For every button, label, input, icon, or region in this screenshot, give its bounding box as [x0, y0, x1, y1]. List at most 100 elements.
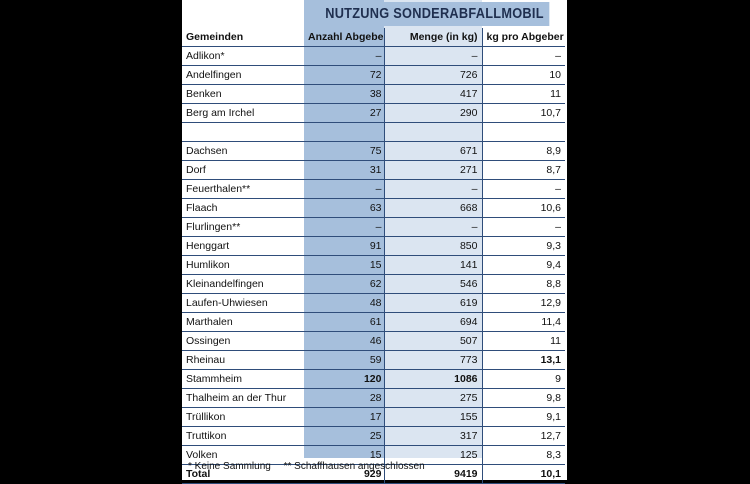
- row-per: 10,6: [481, 198, 565, 218]
- row-name: Dorf: [182, 160, 304, 180]
- table-row: Berg am Irchel 27 290 10,7: [182, 103, 565, 123]
- header-row: Gemeinden Anzahl Abgeber Menge (in kg) k…: [182, 28, 565, 47]
- row-per: 9,1: [481, 407, 565, 427]
- row-count: 15: [304, 255, 384, 275]
- row-per: 11: [481, 331, 565, 351]
- row-count: 15: [304, 445, 384, 465]
- table-row: Laufen-Uhwiesen 48 619 12,9: [182, 293, 565, 313]
- row-count: 48: [304, 293, 384, 313]
- row-kg: 275: [383, 388, 482, 408]
- row-per: 8,7: [481, 160, 565, 180]
- row-kg: 668: [383, 198, 482, 218]
- row-count: 61: [304, 312, 384, 332]
- table-row: Benken 38 417 11: [182, 84, 565, 104]
- row-count: 31: [304, 160, 384, 180]
- row-name: Benken: [182, 84, 304, 104]
- row-name: Humlikon: [182, 255, 304, 275]
- row-per: 9,3: [481, 236, 565, 256]
- row-per: 8,8: [481, 274, 565, 294]
- table-row: Flurlingen** – – –: [182, 217, 565, 237]
- table-row: Stammheim 120 1086 9: [182, 369, 565, 389]
- row-per: 9,8: [481, 388, 565, 408]
- row-kg: 1086: [383, 369, 482, 389]
- row-per: 8,9: [481, 141, 565, 161]
- table-row: Humlikon 15 141 9,4: [182, 255, 565, 275]
- row-per: 11,4: [481, 312, 565, 332]
- row-count: –: [304, 46, 384, 66]
- row-kg: 417: [383, 84, 482, 104]
- row-count: 120: [304, 369, 384, 389]
- header-anzahl: Anzahl Abgeber: [304, 28, 384, 47]
- row-kg: [383, 122, 482, 142]
- row-kg: –: [383, 217, 482, 237]
- row-name: Berg am Irchel: [182, 103, 304, 123]
- row-name: [182, 122, 304, 142]
- row-name: Marthalen: [182, 312, 304, 332]
- table-sheet: NUTZUNG SONDERABFALLMOBIL Gemeinden Anza…: [182, 0, 567, 484]
- row-kg: 694: [383, 312, 482, 332]
- table-row: Dachsen 75 671 8,9: [182, 141, 565, 161]
- row-kg: 317: [383, 426, 482, 446]
- row-per: 12,7: [481, 426, 565, 446]
- row-kg: 507: [383, 331, 482, 351]
- total-per: 10,1: [481, 464, 565, 484]
- row-name: Thalheim an der Thur: [182, 388, 304, 408]
- table-row: Trüllikon 17 155 9,1: [182, 407, 565, 427]
- row-per: 13,1: [481, 350, 565, 370]
- row-per: 10,7: [481, 103, 565, 123]
- row-name: Laufen-Uhwiesen: [182, 293, 304, 313]
- table-row: Henggart 91 850 9,3: [182, 236, 565, 256]
- row-per: [481, 122, 565, 142]
- row-count: 46: [304, 331, 384, 351]
- row-per: –: [481, 179, 565, 199]
- row-count: –: [304, 179, 384, 199]
- row-kg: 125: [383, 445, 482, 465]
- header-menge: Menge (in kg): [383, 28, 482, 47]
- row-kg: 726: [383, 65, 482, 85]
- row-kg: 546: [383, 274, 482, 294]
- footnotes: * Keine Sammlung ** Schaffhausen angesch…: [188, 461, 435, 472]
- row-count: –: [304, 217, 384, 237]
- row-name: Adlikon*: [182, 46, 304, 66]
- row-count: [304, 122, 384, 142]
- row-name: Kleinandelfingen: [182, 274, 304, 294]
- row-kg: –: [383, 179, 482, 199]
- total-row: Total 929 9419 10,1: [182, 464, 565, 484]
- row-count: 38: [304, 84, 384, 104]
- row-name: Feuerthalen**: [182, 179, 304, 199]
- table-row: Dorf 31 271 8,7: [182, 160, 565, 180]
- row-name: Flaach: [182, 198, 304, 218]
- table-row: Andelfingen 72 726 10: [182, 65, 565, 85]
- row-kg: 155: [383, 407, 482, 427]
- row-kg: 671: [383, 141, 482, 161]
- row-kg: –: [383, 46, 482, 66]
- row-name: Stammheim: [182, 369, 304, 389]
- row-kg: 141: [383, 255, 482, 275]
- table-row: Truttikon 25 317 12,7: [182, 426, 565, 446]
- row-name: Ossingen: [182, 331, 304, 351]
- row-per: 11: [481, 84, 565, 104]
- row-kg: 271: [383, 160, 482, 180]
- row-count: 63: [304, 198, 384, 218]
- row-name: Trüllikon: [182, 407, 304, 427]
- row-kg: 850: [383, 236, 482, 256]
- table-row: Ossingen 46 507 11: [182, 331, 565, 351]
- row-count: 59: [304, 350, 384, 370]
- row-name: Dachsen: [182, 141, 304, 161]
- row-count: 28: [304, 388, 384, 408]
- row-kg: 619: [383, 293, 482, 313]
- row-count: 91: [304, 236, 384, 256]
- footnote-schaffhausen: ** Schaffhausen angeschlossen: [283, 461, 425, 472]
- table-row: Marthalen 61 694 11,4: [182, 312, 565, 332]
- table-row: Adlikon* – – –: [182, 46, 565, 66]
- row-per: 10: [481, 65, 565, 85]
- footnote-keine-sammlung: * Keine Sammlung: [188, 461, 271, 472]
- row-per: 9,4: [481, 255, 565, 275]
- row-kg: 773: [383, 350, 482, 370]
- data-table-wrapper: Gemeinden Anzahl Abgeber Menge (in kg) k…: [182, 28, 565, 484]
- row-name: Rheinau: [182, 350, 304, 370]
- row-per: 8,3: [481, 445, 565, 465]
- row-kg: 290: [383, 103, 482, 123]
- table-row: Thalheim an der Thur 28 275 9,8: [182, 388, 565, 408]
- row-count: 17: [304, 407, 384, 427]
